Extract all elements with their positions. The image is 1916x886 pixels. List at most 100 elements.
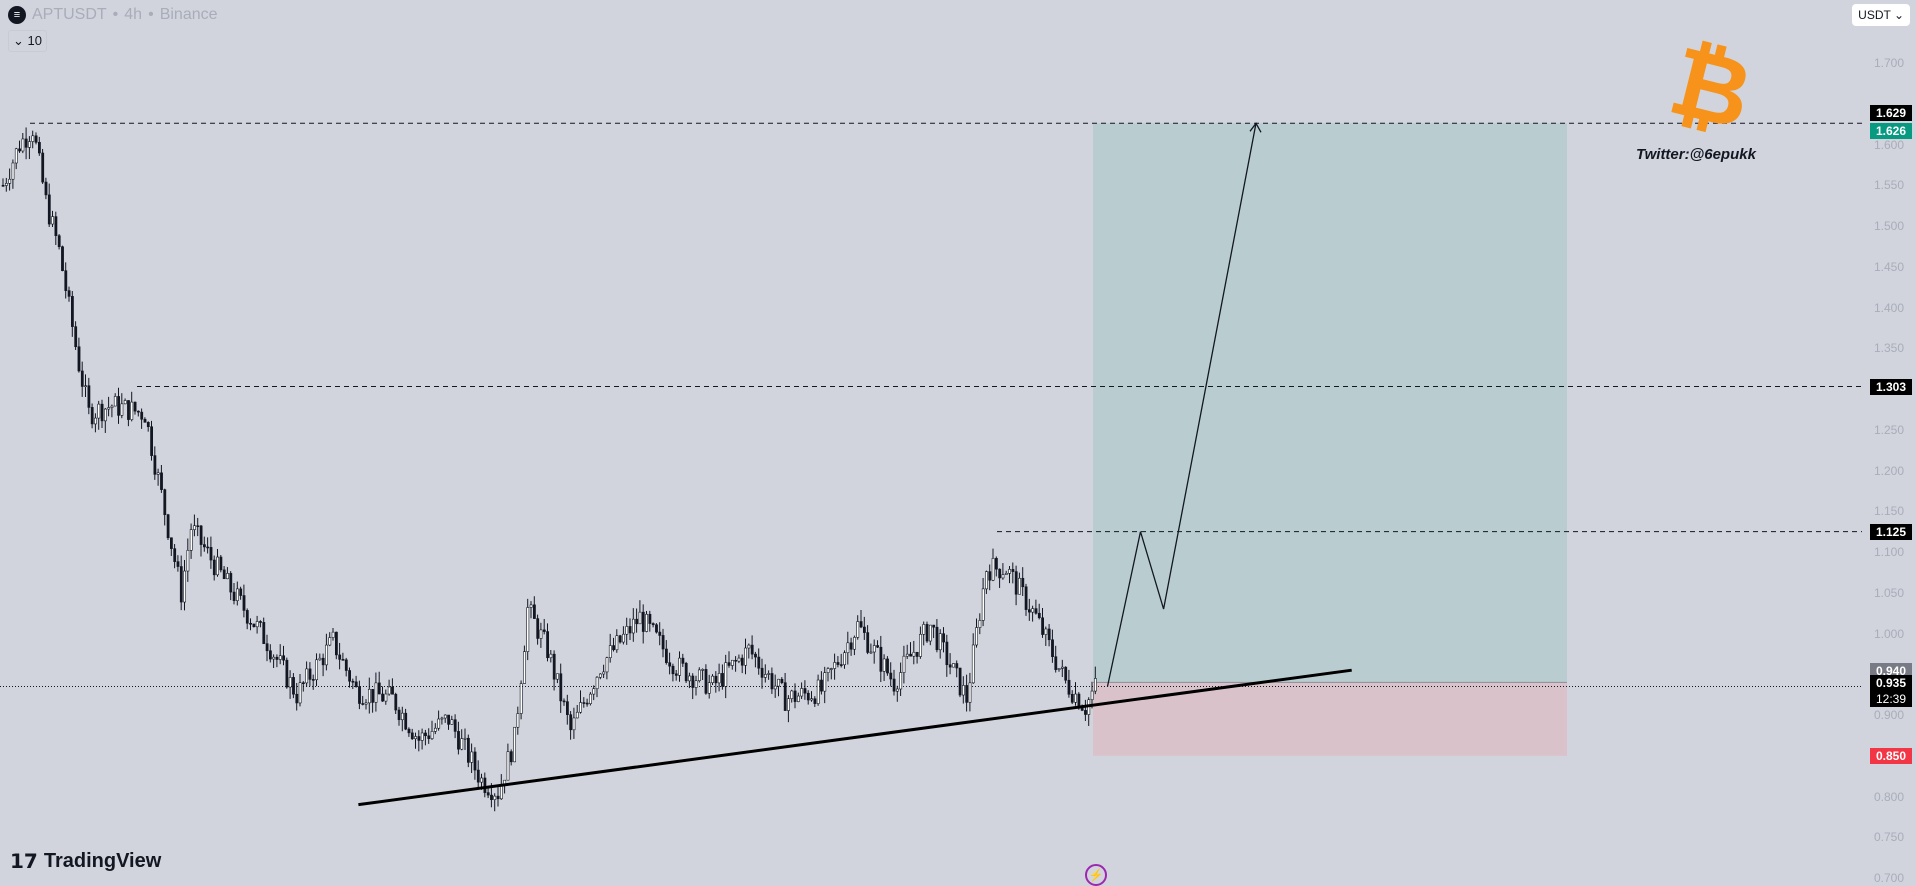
candle-body	[961, 685, 965, 696]
chevron-down-icon: ⌄	[13, 33, 28, 48]
candle-body	[539, 629, 543, 639]
lightning-icon[interactable]: ⚡	[1085, 864, 1107, 886]
candle-body	[268, 650, 272, 660]
price-tick: 1.150	[1873, 504, 1904, 519]
indicator-count: 10	[27, 33, 42, 48]
candle-body	[447, 714, 451, 725]
symbol-name[interactable]: APTUSDT	[32, 6, 107, 23]
candle-body	[631, 618, 635, 634]
candle-body	[856, 621, 860, 638]
candle-body	[810, 698, 814, 701]
candle-body	[740, 657, 744, 666]
candle-body	[292, 677, 295, 695]
candle-body	[150, 426, 154, 456]
candle-body	[688, 675, 691, 682]
candle-body	[305, 668, 309, 684]
candle-body	[839, 664, 843, 666]
candle-body	[589, 693, 592, 704]
price-tag: 0.850	[1870, 747, 1912, 764]
candle-body	[985, 571, 988, 590]
price-tick: 1.700	[1873, 56, 1904, 70]
price-tick: 0.700	[1873, 871, 1904, 885]
candle-body	[694, 680, 698, 688]
price-tag: 0.935 12:39	[1870, 675, 1912, 708]
candle-body	[404, 712, 408, 730]
price-tag-value: 1.629	[1875, 105, 1907, 120]
candle-body	[1067, 679, 1071, 695]
candle-body	[493, 795, 497, 800]
candle-body	[671, 665, 675, 675]
currency-button[interactable]: USDT ⌄	[1852, 4, 1910, 26]
candle-body	[641, 611, 645, 632]
price-tick: 0.900	[1873, 708, 1904, 722]
candle-body	[371, 689, 375, 703]
candle-body	[351, 680, 355, 683]
candle-body	[1061, 666, 1064, 669]
candle-body	[942, 633, 946, 643]
candle-body	[222, 569, 226, 580]
candle-body	[925, 624, 929, 642]
aptos-logo-icon: ≡	[8, 6, 26, 24]
candle-body	[816, 679, 820, 704]
candle-body	[744, 647, 748, 666]
candle-body	[618, 635, 622, 643]
candle-body	[361, 703, 365, 705]
price-tag-value: 0.940	[1875, 664, 1907, 679]
candle-body	[678, 657, 682, 676]
exchange: Binance	[159, 6, 218, 23]
candle-body	[397, 709, 401, 721]
candle-body	[612, 645, 616, 651]
candle-body	[1004, 572, 1008, 575]
candle-body	[278, 655, 282, 660]
candle-body	[97, 403, 101, 419]
candle-body	[546, 631, 550, 659]
candle-body	[8, 178, 12, 184]
candle-body	[61, 246, 64, 271]
candle-body	[622, 633, 625, 643]
bar-countdown: 12:39	[1875, 692, 1907, 707]
tradingview-logo[interactable]: 𝟭𝟳 TradingView	[10, 849, 161, 874]
candle-body	[427, 735, 431, 739]
candle-body	[562, 700, 566, 703]
candle-body	[552, 653, 556, 680]
interval[interactable]: 4h	[124, 6, 143, 23]
candle-body	[179, 566, 183, 603]
price-tag-value: 0.935	[1875, 676, 1907, 691]
candle-body	[859, 621, 863, 628]
candle-body	[381, 693, 385, 702]
candle-body	[730, 659, 734, 666]
candle-body	[325, 644, 328, 666]
candle-body	[37, 142, 41, 154]
candle-body	[1031, 608, 1035, 613]
candle-body	[519, 683, 523, 714]
candle-body	[476, 769, 480, 783]
candle-body	[450, 719, 454, 725]
candle-body	[608, 645, 612, 658]
candle-body	[948, 664, 952, 668]
candle-body	[71, 296, 74, 327]
candle-body	[74, 326, 78, 348]
candle-body	[84, 385, 88, 387]
candle-body	[24, 138, 28, 148]
candle-body	[1024, 586, 1028, 610]
candle-body	[569, 714, 573, 731]
candle-body	[374, 682, 378, 703]
candle-body	[958, 667, 962, 696]
candle-body	[635, 618, 639, 625]
candle-body	[882, 658, 886, 672]
candle-body	[780, 678, 784, 683]
arrow-head-icon	[1249, 122, 1262, 133]
candle-body	[308, 668, 312, 680]
candle-body	[905, 653, 909, 657]
candle-body	[77, 346, 81, 372]
candle-body	[14, 148, 18, 164]
candle-body	[661, 635, 665, 650]
candle-body	[137, 410, 140, 413]
indicators-toggle[interactable]: ⌄ 10	[8, 30, 47, 52]
candle-body	[463, 737, 467, 740]
candle-body	[473, 751, 477, 771]
candle-body	[658, 631, 662, 636]
candle-body	[628, 626, 632, 634]
candle-body	[51, 216, 55, 225]
